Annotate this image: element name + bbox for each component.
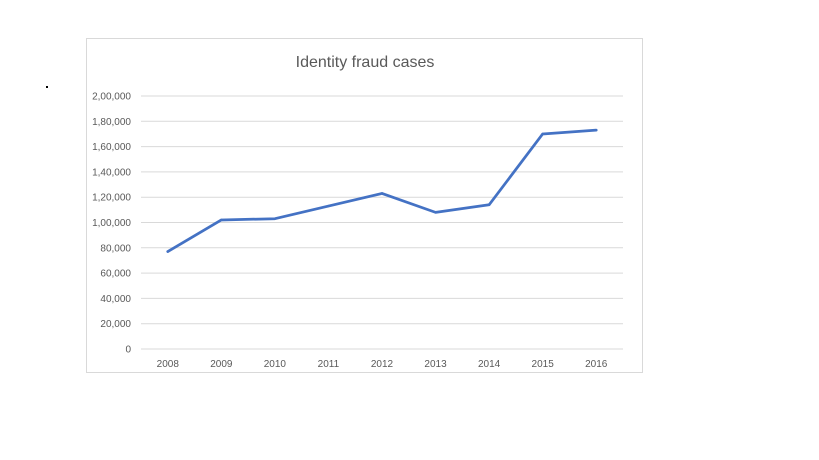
y-tick-label: 1,40,000 bbox=[92, 167, 131, 178]
chart-title: Identity fraud cases bbox=[296, 54, 435, 71]
data-point bbox=[327, 204, 330, 208]
x-tick-label: 2015 bbox=[532, 359, 555, 370]
stray-dot bbox=[46, 86, 48, 88]
y-tick-label: 1,20,000 bbox=[92, 193, 131, 204]
y-axis-ticks: 0 20,000 40,000 60,000 80,000 1,00,000 1,20,00… bbox=[92, 92, 131, 356]
x-tick-label: 2016 bbox=[585, 359, 608, 370]
y-tick-label: 0 bbox=[125, 345, 131, 356]
x-tick-label: 2014 bbox=[478, 359, 501, 370]
data-point bbox=[487, 203, 491, 206]
x-axis-ticks: 2008 2009 2010 2011 2012 2013 2014 2015 2016 bbox=[157, 359, 608, 370]
data-point bbox=[273, 217, 277, 220]
x-tick-label: 2012 bbox=[371, 359, 394, 370]
line-chart: Identity fraud cases 0 20,000 40,000 60,000… bbox=[92, 54, 623, 370]
data-point bbox=[595, 128, 598, 132]
y-tick-label: 1,60,000 bbox=[92, 142, 131, 153]
x-tick-label: 2008 bbox=[157, 359, 180, 370]
chart-frame: Identity fraud cases 0 20,000 40,000 60,000… bbox=[86, 38, 643, 373]
x-tick-label: 2010 bbox=[264, 359, 287, 370]
x-tick-label: 2013 bbox=[424, 359, 447, 370]
data-point bbox=[541, 132, 544, 136]
y-tick-label: 2,00,000 bbox=[92, 92, 131, 103]
data-point bbox=[166, 250, 169, 253]
gridlines bbox=[141, 95, 623, 350]
y-tick-label: 1,80,000 bbox=[92, 117, 131, 128]
y-tick-label: 40,000 bbox=[100, 294, 131, 305]
y-tick-label: 60,000 bbox=[100, 269, 131, 280]
data-point bbox=[434, 211, 437, 214]
series-line bbox=[166, 128, 598, 253]
x-tick-label: 2009 bbox=[210, 359, 233, 370]
y-tick-label: 1,00,000 bbox=[92, 218, 131, 229]
series-layer bbox=[166, 128, 598, 253]
y-tick-label: 80,000 bbox=[100, 243, 131, 254]
data-point bbox=[380, 192, 384, 195]
y-tick-label: 20,000 bbox=[100, 319, 131, 330]
data-point bbox=[220, 218, 223, 222]
x-tick-label: 2011 bbox=[318, 359, 340, 370]
